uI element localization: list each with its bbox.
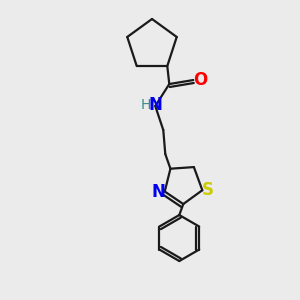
Text: N: N — [152, 182, 166, 200]
Text: S: S — [201, 181, 213, 199]
Text: O: O — [193, 71, 207, 89]
Text: H: H — [141, 98, 152, 112]
Text: N: N — [148, 96, 162, 114]
